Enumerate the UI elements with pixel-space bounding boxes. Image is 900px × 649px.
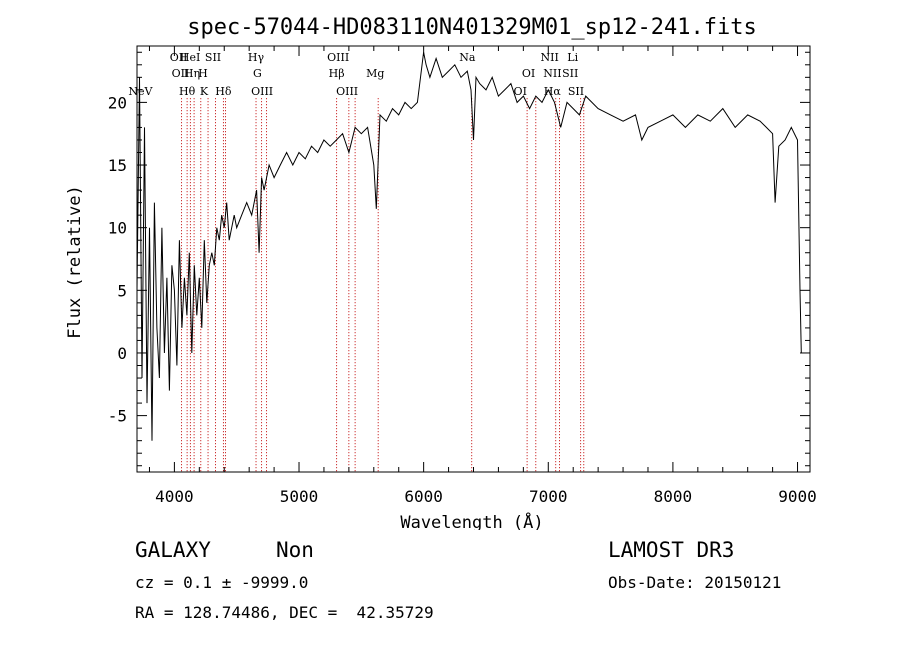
- spectrum-line: [136, 52, 802, 441]
- y-tick-label: 10: [108, 219, 127, 238]
- subclass-label: Non: [276, 538, 314, 562]
- line-label-oiii: OIII: [251, 85, 273, 98]
- spectrum-chart: spec-57044-HD083110N401329M01_sp12-241.f…: [65, 15, 817, 530]
- line-label-sii: SII: [568, 85, 584, 98]
- y-axis-label: Flux (relative): [65, 185, 85, 339]
- y-tick-label: -5: [108, 407, 127, 426]
- line-label-h: H: [198, 67, 208, 80]
- x-tick-label: 5000: [280, 487, 319, 506]
- line-label-nii: NII: [540, 51, 558, 64]
- x-tick-label: 7000: [529, 487, 568, 506]
- x-tick-label: 9000: [778, 487, 817, 506]
- plot-frame: [136, 45, 811, 473]
- coordinates: RA = 128.74486, DEC = 42.35729: [135, 603, 434, 622]
- line-label-na: Na: [459, 51, 476, 64]
- line-label-hη: Hη: [184, 67, 200, 80]
- line-label-hα: Hα: [544, 85, 562, 98]
- line-label-hei: HeI: [180, 51, 200, 64]
- line-label-oiii: OIII: [336, 85, 358, 98]
- line-label-hγ: Hγ: [248, 51, 265, 64]
- line-label-hθ: Hθ: [179, 85, 196, 98]
- line-label-nii: NII: [543, 67, 561, 80]
- line-label-oi: OI: [522, 67, 535, 80]
- plot-area: NeVOIIOIIHθHeIHηHKSIIHδHγGOIIIHβOIIIOIII…: [108, 45, 817, 506]
- line-label-g: G: [253, 67, 262, 80]
- x-axis-label: Wavelength (Å): [400, 511, 543, 530]
- line-label-oi: OI: [514, 85, 527, 98]
- line-label-sii: SII: [205, 51, 221, 64]
- class-label: GALAXY: [135, 538, 211, 562]
- line-label-oii: OII: [172, 67, 190, 80]
- line-label-mg: Mg: [366, 67, 384, 80]
- line-label-hβ: Hβ: [329, 67, 345, 80]
- survey-label: LAMOST DR3: [608, 538, 735, 562]
- y-tick-label: 20: [108, 93, 127, 112]
- line-label-li: Li: [567, 51, 578, 64]
- line-label-hδ: Hδ: [215, 85, 232, 98]
- y-tick-label: 5: [117, 281, 127, 300]
- chart-title: spec-57044-HD083110N401329M01_sp12-241.f…: [187, 15, 757, 40]
- line-label-sii: SII: [562, 67, 578, 80]
- x-tick-label: 4000: [155, 487, 194, 506]
- x-tick-label: 8000: [654, 487, 693, 506]
- x-tick-label: 6000: [404, 487, 443, 506]
- y-tick-label: 0: [117, 344, 127, 363]
- line-label-nev: NeV: [128, 85, 153, 98]
- y-tick-label: 15: [108, 156, 127, 175]
- line-label-k: K: [200, 85, 209, 98]
- obs-date: Obs-Date: 20150121: [608, 573, 782, 592]
- redshift-info: cz = 0.1 ± -9999.0: [135, 573, 309, 592]
- line-label-oiii: OIII: [327, 51, 349, 64]
